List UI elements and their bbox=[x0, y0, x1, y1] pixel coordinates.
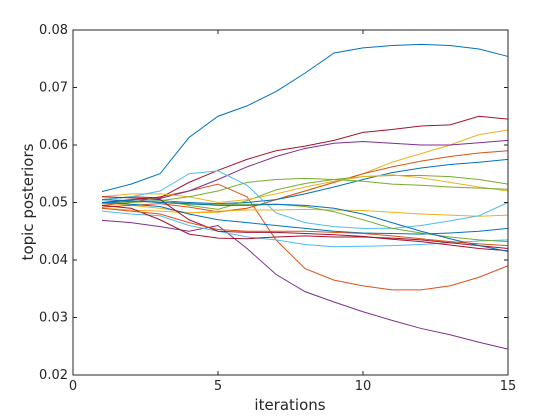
series-line-15 bbox=[101, 202, 509, 235]
y-tick-label: 0.06 bbox=[39, 138, 68, 153]
series-line-9 bbox=[101, 174, 509, 210]
series-line-18 bbox=[101, 204, 509, 249]
series-line-4 bbox=[101, 115, 509, 201]
series-line-11 bbox=[101, 177, 509, 205]
y-tick-label: 0.07 bbox=[39, 81, 68, 96]
series-line-13 bbox=[101, 170, 509, 229]
y-tick-label: 0.05 bbox=[39, 196, 68, 211]
series-line-14 bbox=[101, 210, 509, 248]
plot-area bbox=[73, 30, 508, 375]
series-line-17 bbox=[101, 196, 509, 252]
y-axis-label: topic posteriors bbox=[19, 143, 37, 260]
series-group bbox=[101, 43, 509, 350]
series-line-6 bbox=[101, 139, 509, 203]
x-axis-label: iterations bbox=[254, 396, 325, 414]
series-line-2 bbox=[101, 219, 509, 350]
y-tick-label: 0.08 bbox=[39, 23, 68, 38]
x-tick-label: 5 bbox=[214, 379, 222, 394]
series-line-7 bbox=[101, 150, 509, 213]
series-line-19 bbox=[101, 199, 509, 252]
series-line-12 bbox=[101, 207, 509, 217]
x-tick-label: 15 bbox=[500, 379, 517, 394]
y-tick-label: 0.03 bbox=[39, 311, 68, 326]
y-tick-label: 0.04 bbox=[39, 253, 68, 268]
x-axis: 0 5 10 15 bbox=[69, 30, 516, 394]
series-line-1 bbox=[101, 43, 509, 193]
series-line-10 bbox=[101, 174, 509, 204]
x-tick-label: 0 bbox=[69, 379, 77, 394]
y-tick-label: 0.02 bbox=[39, 368, 68, 383]
series-line-20 bbox=[101, 207, 509, 247]
y-axis: 0.02 0.03 0.04 0.05 0.06 0.07 0.08 bbox=[39, 23, 508, 383]
x-tick-label: 10 bbox=[355, 379, 372, 394]
